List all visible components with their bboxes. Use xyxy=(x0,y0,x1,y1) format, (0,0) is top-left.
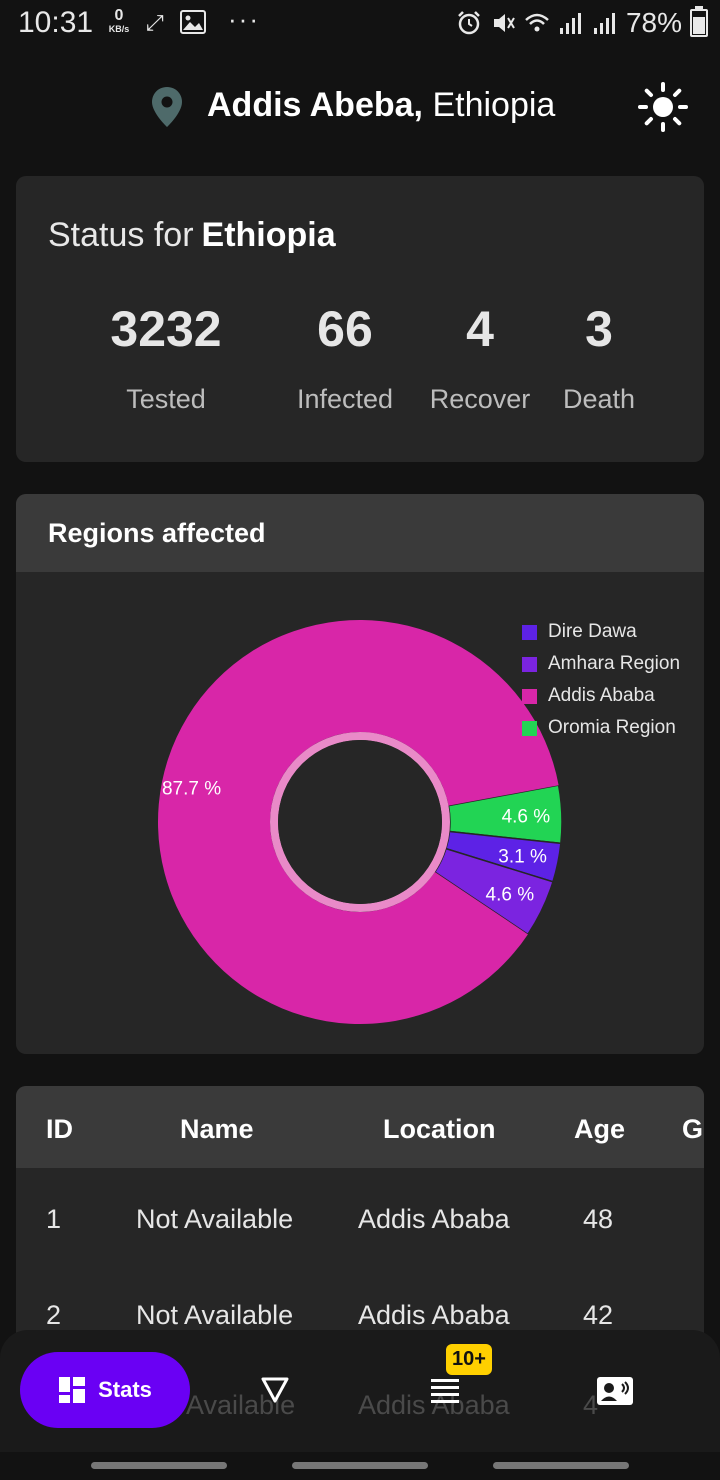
net-speed-unit: KB/s xyxy=(108,24,130,34)
filter-triangle-icon[interactable] xyxy=(260,1376,290,1404)
status-card: Status for Ethiopia 3232 Tested 66 Infect… xyxy=(16,176,704,462)
theme-toggle-sun-icon[interactable] xyxy=(638,82,688,132)
chart-legend: Dire Dawa Amhara Region Addis Ababa Oromia … xyxy=(522,616,680,744)
legend-label: Dire Dawa xyxy=(548,621,637,642)
column-header-age[interactable]: Age xyxy=(574,1114,626,1144)
table-row[interactable]: 2 Not Available Addis Ababa 42 xyxy=(16,1300,704,1396)
regions-card: Regions affected 4.6 % 3.1 % 4.6 % 87.7 % D… xyxy=(16,494,704,1054)
contact-card-icon[interactable] xyxy=(596,1376,634,1406)
stat-value: 3232 xyxy=(110,301,222,357)
regions-pie-chart[interactable]: 4.6 % 3.1 % 4.6 % 87.7 % xyxy=(16,572,704,1054)
table-header-row: ID Name Location Age Ge xyxy=(16,1086,704,1168)
status-bar: 10:31 0 KB/s ⤢ ··· xyxy=(0,0,720,48)
wifi-icon xyxy=(525,13,549,32)
stat-value: 66 xyxy=(317,301,373,357)
ghost-cell-age: 4 xyxy=(583,1390,599,1420)
mute-icon xyxy=(493,14,515,32)
status-country: Ethiopia xyxy=(201,216,336,254)
status-title: Status for Ethiopia xyxy=(48,216,336,255)
signal-icon-2 xyxy=(593,13,615,34)
net-speed-indicator: 0 KB/s xyxy=(104,7,134,35)
stat-label: Death xyxy=(562,384,636,414)
battery-icon xyxy=(690,6,708,37)
table-row[interactable]: 1 Not Available Addis Ababa 48 xyxy=(16,1204,704,1300)
stat-value: 3 xyxy=(585,301,613,357)
location-header: Addis Abeba, Ethiopia xyxy=(0,78,720,138)
cell-location: Addis Ababa xyxy=(358,1204,510,1234)
net-speed-value: 0 xyxy=(114,7,124,24)
status-time: 10:31 xyxy=(18,6,94,39)
legend-item-addis-ababa[interactable]: Addis Ababa xyxy=(522,680,680,712)
pie-label-addis-ababa: 87.7 % xyxy=(162,778,221,799)
news-list-icon[interactable] xyxy=(430,1376,460,1406)
legend-label: Oromia Region xyxy=(548,717,676,738)
nav-stats-button[interactable]: Stats xyxy=(20,1352,190,1428)
signal-icon xyxy=(559,13,581,34)
legend-swatch xyxy=(522,688,537,704)
news-count-badge: 10+ xyxy=(446,1344,492,1375)
alarm-icon xyxy=(458,11,480,35)
sync-icon: ⤢ xyxy=(146,10,164,35)
column-header-id[interactable]: ID xyxy=(46,1114,73,1144)
gesture-pill-right[interactable] xyxy=(493,1462,629,1469)
cell-name: Not Available xyxy=(136,1300,294,1330)
cell-age: 48 xyxy=(583,1204,614,1234)
stat-infected: 66 Infected xyxy=(297,300,393,415)
battery-percent: 78% xyxy=(625,7,682,38)
city-name: Addis Abeba, xyxy=(207,86,423,124)
regions-card-header: Regions affected xyxy=(16,494,704,572)
pie-slice-addis-ababa[interactable] xyxy=(157,620,559,1024)
stat-tested: 3232 Tested xyxy=(110,300,221,415)
column-header-location[interactable]: Location xyxy=(383,1114,496,1144)
legend-item-dire-dawa[interactable]: Dire Dawa xyxy=(522,616,680,648)
location-title: Addis Abeba, Ethiopia xyxy=(207,86,555,125)
legend-swatch xyxy=(522,624,537,640)
legend-swatch xyxy=(522,656,537,672)
donut-hole xyxy=(278,740,442,904)
gesture-navigation-bar xyxy=(0,1452,720,1480)
image-notification-icon xyxy=(180,10,206,34)
more-notifications-icon: ··· xyxy=(228,4,260,34)
gesture-pill-left[interactable] xyxy=(91,1462,227,1469)
stat-label: Infected xyxy=(296,384,394,414)
cell-age: 42 xyxy=(583,1300,614,1330)
dashboard-icon xyxy=(59,1377,86,1403)
cell-id: 1 xyxy=(46,1204,62,1234)
cell-location: Addis Ababa xyxy=(358,1300,510,1330)
pie-label-oromia-region: 4.6 % xyxy=(502,807,551,828)
column-header-name[interactable]: Name xyxy=(180,1114,254,1144)
cell-name: Not Available xyxy=(136,1204,294,1234)
status-prefix: Status for xyxy=(48,216,194,254)
stat-label: Tested xyxy=(126,384,206,414)
regions-title: Regions affected xyxy=(48,518,266,548)
legend-item-oromia-region[interactable]: Oromia Region xyxy=(522,712,680,744)
status-icons: 78% xyxy=(456,6,708,40)
legend-swatch xyxy=(522,720,537,736)
gesture-pill-center[interactable] xyxy=(292,1462,428,1469)
nav-stats-label: Stats xyxy=(98,1377,152,1402)
stat-death: 3 Death xyxy=(563,300,635,415)
bottom-navigation: Available Addis Ababa 4 Stats 10+ xyxy=(0,1330,720,1452)
cell-id: 2 xyxy=(46,1300,62,1330)
legend-label: Amhara Region xyxy=(548,653,681,674)
stat-value: 4 xyxy=(466,301,494,357)
legend-label: Addis Ababa xyxy=(548,685,655,706)
legend-item-amhara-region[interactable]: Amhara Region xyxy=(522,648,680,680)
stat-label: Recover xyxy=(429,384,531,414)
country-name: Ethiopia xyxy=(432,86,556,124)
donut-inner-ring xyxy=(270,732,450,912)
location-pin-icon[interactable] xyxy=(150,86,184,128)
column-header-gender[interactable]: Ge xyxy=(682,1114,704,1144)
pie-label-amhara-region: 4.6 % xyxy=(486,884,535,905)
pie-label-dire-dawa: 3.1 % xyxy=(498,846,547,867)
stat-recover: 4 Recover xyxy=(430,300,531,415)
